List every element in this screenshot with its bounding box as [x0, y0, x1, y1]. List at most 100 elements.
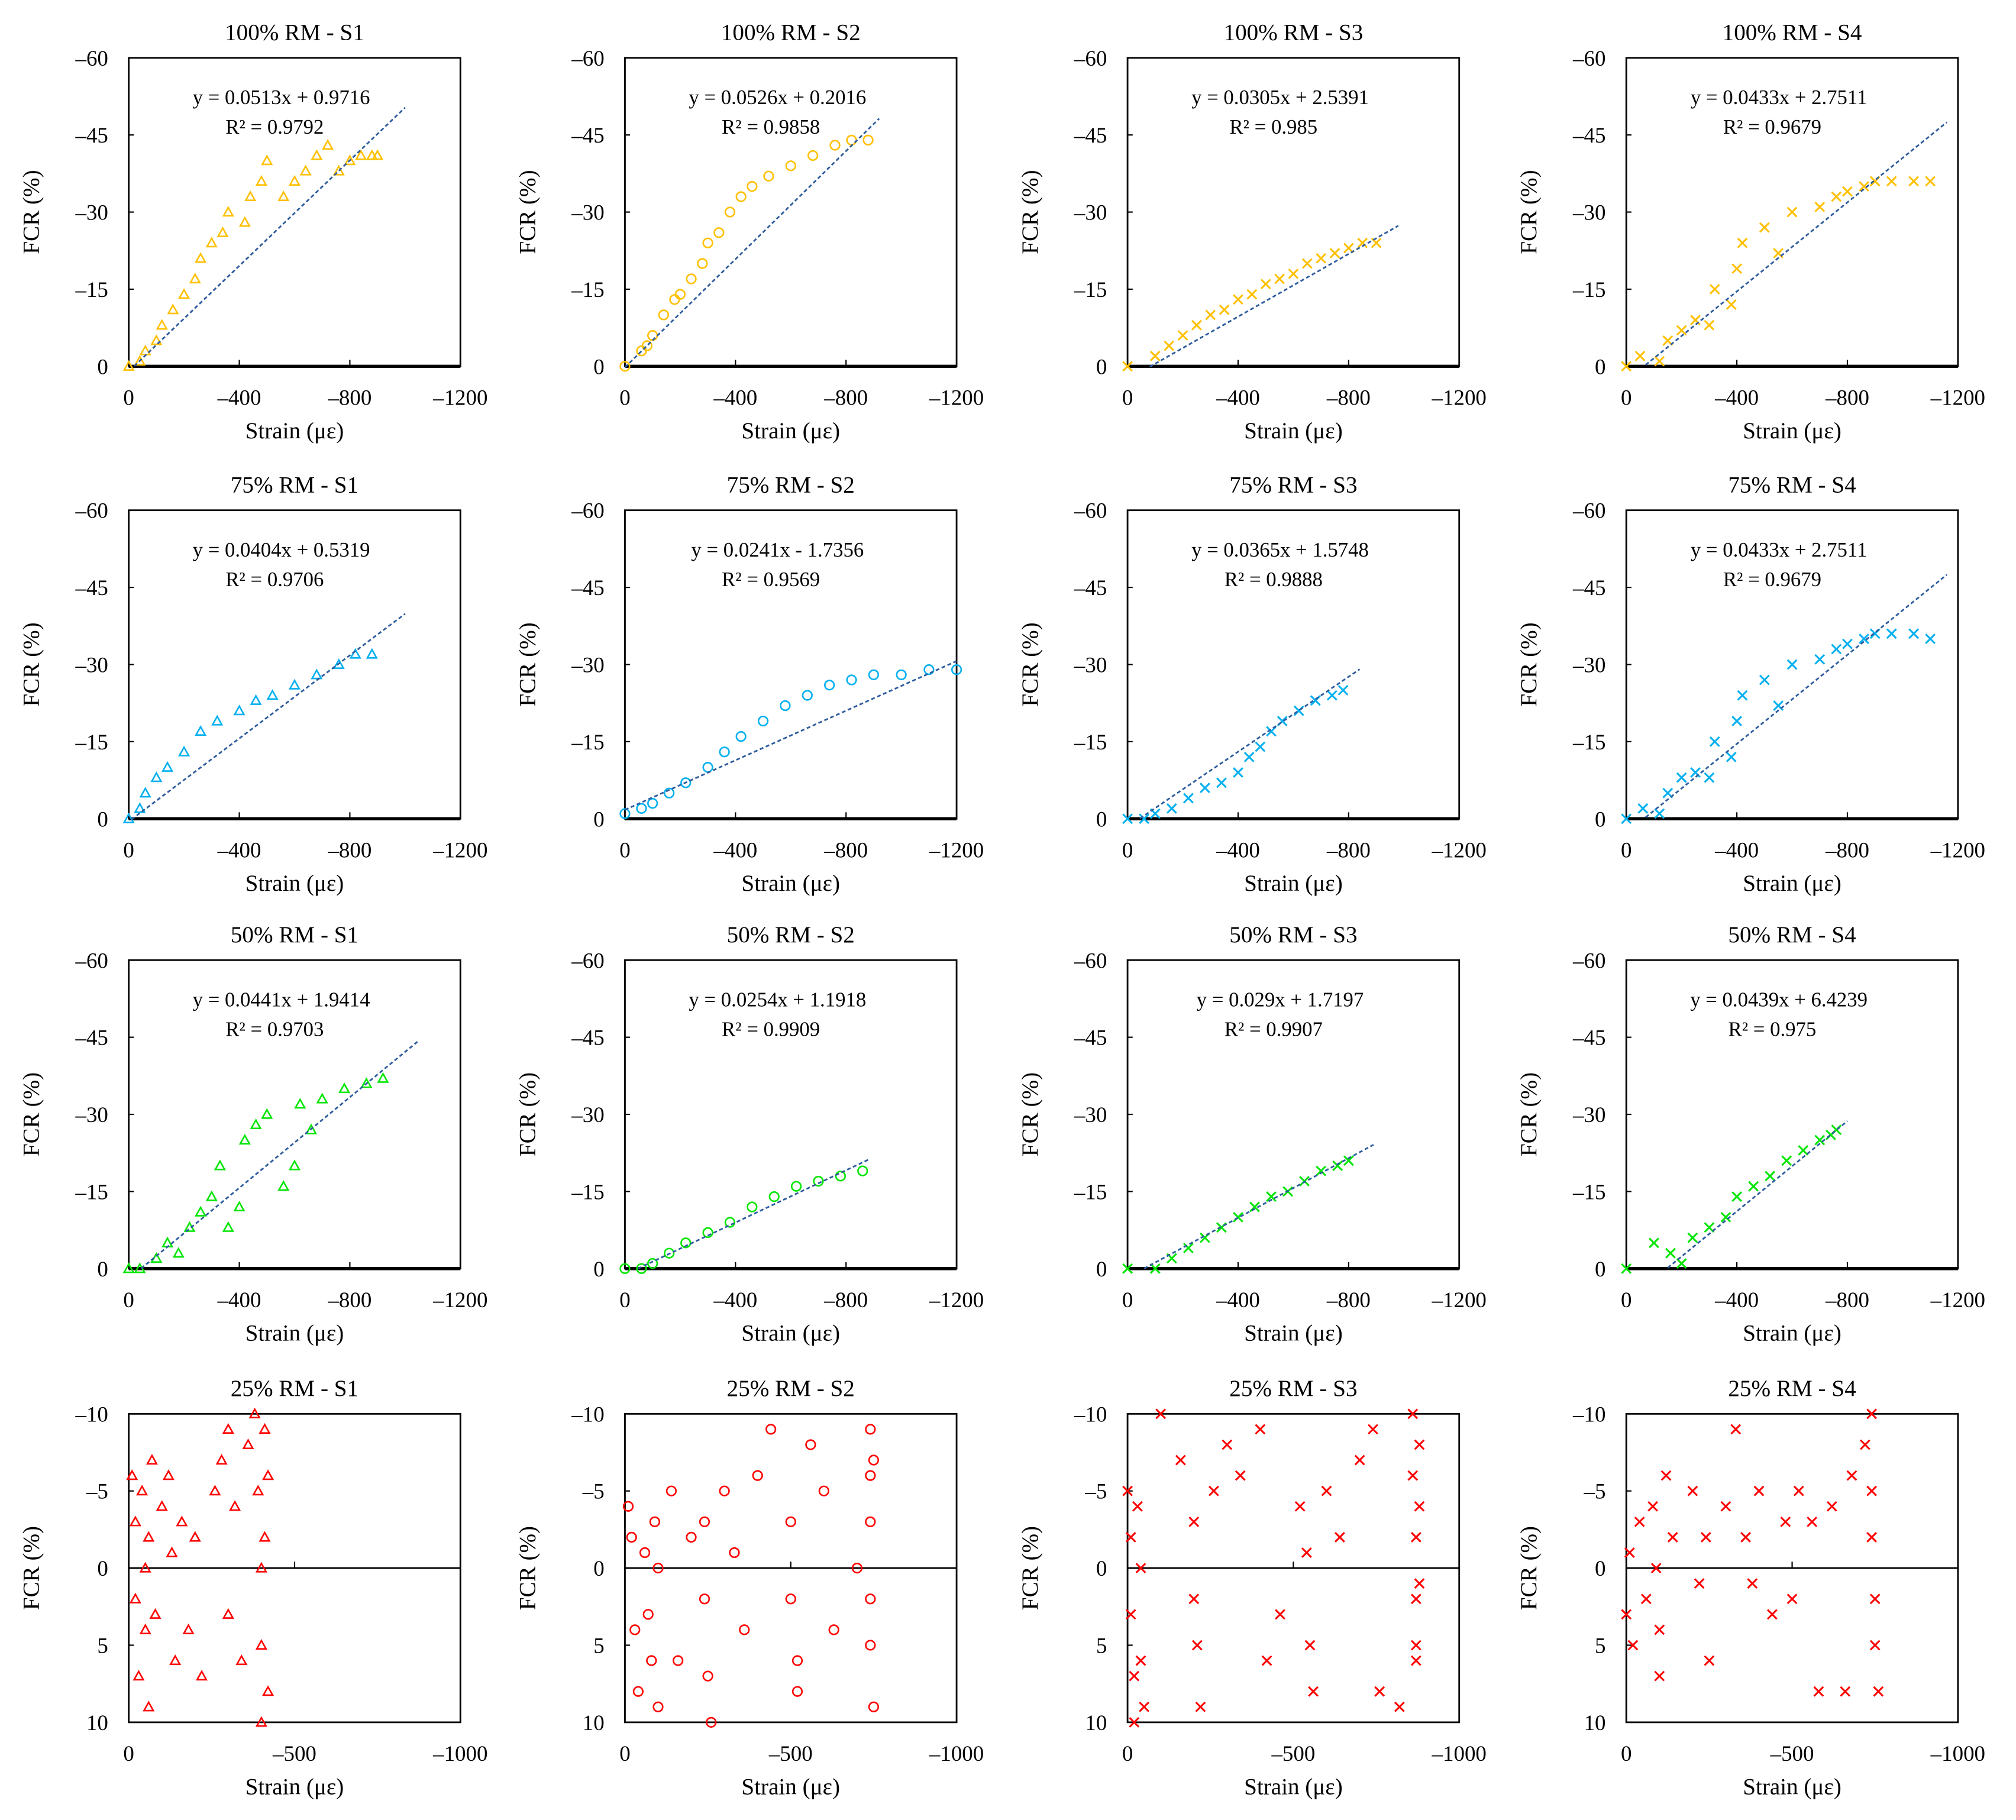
data-point-triangle: [355, 149, 367, 160]
data-point-x: [1793, 1485, 1804, 1496]
data-point-circle: [636, 1263, 647, 1274]
data-point-triangle: [195, 1205, 207, 1217]
x-tick-label: –1200: [432, 838, 487, 862]
data-point-x: [1155, 1408, 1167, 1420]
data-point-triangle: [235, 1654, 248, 1666]
data-point-circle: [735, 191, 747, 202]
data-point-circle: [647, 1257, 658, 1269]
x-tick-label: –800: [327, 1288, 371, 1312]
chart-panel: 25% RM - S1 10 5 0 –5 –10 0 –500 –1000 Strain (με…: [19, 1376, 488, 1800]
data-point-triangle: [205, 1190, 218, 1201]
data-point-circle: [868, 669, 880, 680]
data-point-x: [1122, 813, 1133, 825]
x-tick-label: –800: [1326, 386, 1371, 410]
data-point-x: [1621, 1263, 1632, 1274]
data-point-x: [1407, 1470, 1419, 1481]
data-point-x: [1216, 777, 1227, 788]
chart-panel: 100% RM - S4 0 –15 –30 –45 –60 0 –400 –800 –1200 S…: [1516, 20, 1985, 444]
data-point-triangle: [162, 1469, 175, 1480]
data-point-triangle: [250, 694, 262, 705]
chart-panel: 50% RM - S4 0 –15 –30 –45 –60 0 –400 –800 –1200 St…: [1516, 922, 1985, 1346]
data-point-circle: [862, 134, 874, 146]
data-point-circle: [699, 1516, 710, 1527]
x-axis-label: Strain (με): [1743, 1320, 1841, 1346]
data-point-triangle: [259, 1531, 271, 1542]
chart-panel: 50% RM - S1 0 –15 –30 –45 –60 0 –400 –800 –1200 St…: [19, 922, 488, 1346]
x-tick-label: 0: [1122, 1741, 1133, 1766]
y-tick-label: –30: [75, 201, 108, 225]
data-point-x: [1720, 1501, 1731, 1512]
data-point-triangle: [366, 648, 378, 659]
data-point-x: [1200, 783, 1210, 793]
y-tick-label: –15: [75, 1179, 108, 1204]
data-point-circle: [752, 1470, 763, 1481]
y-tick-label: –45: [1572, 576, 1605, 600]
data-point-x: [1873, 1686, 1884, 1697]
data-point-circle: [857, 1165, 868, 1176]
data-point-x: [1188, 1593, 1200, 1605]
x-tick-label: –400: [217, 386, 261, 410]
chart-title: 25% RM - S1: [231, 1376, 358, 1401]
data-point-circle: [702, 762, 713, 773]
r-squared: R² = 0.9703: [225, 1017, 324, 1040]
data-point-x: [1394, 1701, 1405, 1712]
y-tick-label: –30: [75, 652, 108, 677]
data-point-triangle: [294, 1098, 306, 1109]
y-tick-label: –60: [1074, 499, 1107, 523]
data-point-triangle: [222, 1423, 234, 1434]
data-point-circle: [658, 309, 669, 321]
y-tick-label: 10: [1085, 1711, 1107, 1735]
data-point-x: [1813, 1686, 1824, 1697]
data-point-x: [1737, 690, 1748, 701]
y-axis-label: FCR (%): [19, 622, 44, 706]
data-point-triangle: [143, 1531, 155, 1542]
y-tick-label: 0: [1595, 1556, 1605, 1580]
data-point-circle: [846, 674, 857, 686]
x-tick-label: –500: [272, 1741, 316, 1766]
y-tick-label: –45: [1074, 123, 1107, 147]
y-tick-label: –60: [571, 948, 604, 972]
data-point-circle: [636, 803, 647, 814]
data-point-circle: [646, 1655, 657, 1666]
data-point-triangle: [215, 1454, 228, 1465]
data-point-circle: [665, 1485, 677, 1496]
data-point-triangle: [149, 1608, 161, 1619]
data-point-x: [1183, 793, 1194, 804]
chart-title: 75% RM - S4: [1728, 472, 1856, 497]
data-point-x: [1866, 1408, 1877, 1420]
data-point-triangle: [139, 787, 151, 798]
y-axis-label: FCR (%): [1017, 1072, 1043, 1156]
data-point-x: [1866, 1485, 1877, 1496]
y-tick-label: 0: [97, 354, 108, 379]
data-point-x: [1767, 1609, 1778, 1620]
y-tick-label: 0: [593, 807, 604, 831]
data-point-triangle: [189, 1531, 201, 1542]
data-point-triangle: [277, 1180, 290, 1191]
chart-title: 100% RM - S4: [1723, 20, 1862, 45]
data-point-triangle: [321, 139, 334, 150]
x-tick-label: –800: [823, 838, 868, 862]
trendline: [1645, 121, 1948, 366]
y-axis-label: FCR (%): [515, 1072, 540, 1156]
data-point-triangle: [169, 1654, 182, 1666]
trend-equation: y = 0.0433x + 2.7511: [1691, 538, 1868, 561]
data-point-x: [1191, 319, 1202, 331]
x-tick-label: 0: [1122, 1288, 1133, 1312]
y-tick-label: –30: [1074, 201, 1107, 225]
data-point-x: [1780, 1516, 1791, 1527]
x-tick-label: –800: [823, 1288, 868, 1312]
data-point-triangle: [338, 1082, 351, 1094]
y-tick-label: –30: [1572, 1103, 1605, 1127]
data-point-triangle: [156, 1500, 168, 1511]
data-point-circle: [828, 1624, 839, 1635]
data-point-x: [1647, 1501, 1658, 1512]
data-point-x: [1414, 1578, 1425, 1589]
data-point-triangle: [252, 1485, 264, 1496]
y-axis-label: FCR (%): [1017, 622, 1043, 706]
data-point-triangle: [262, 1685, 274, 1696]
y-tick-label: 0: [1595, 354, 1605, 379]
trendline: [1667, 1120, 1848, 1269]
data-point-x: [1139, 813, 1150, 825]
data-point-x: [1329, 248, 1340, 258]
x-tick-label: 0: [123, 1288, 134, 1312]
